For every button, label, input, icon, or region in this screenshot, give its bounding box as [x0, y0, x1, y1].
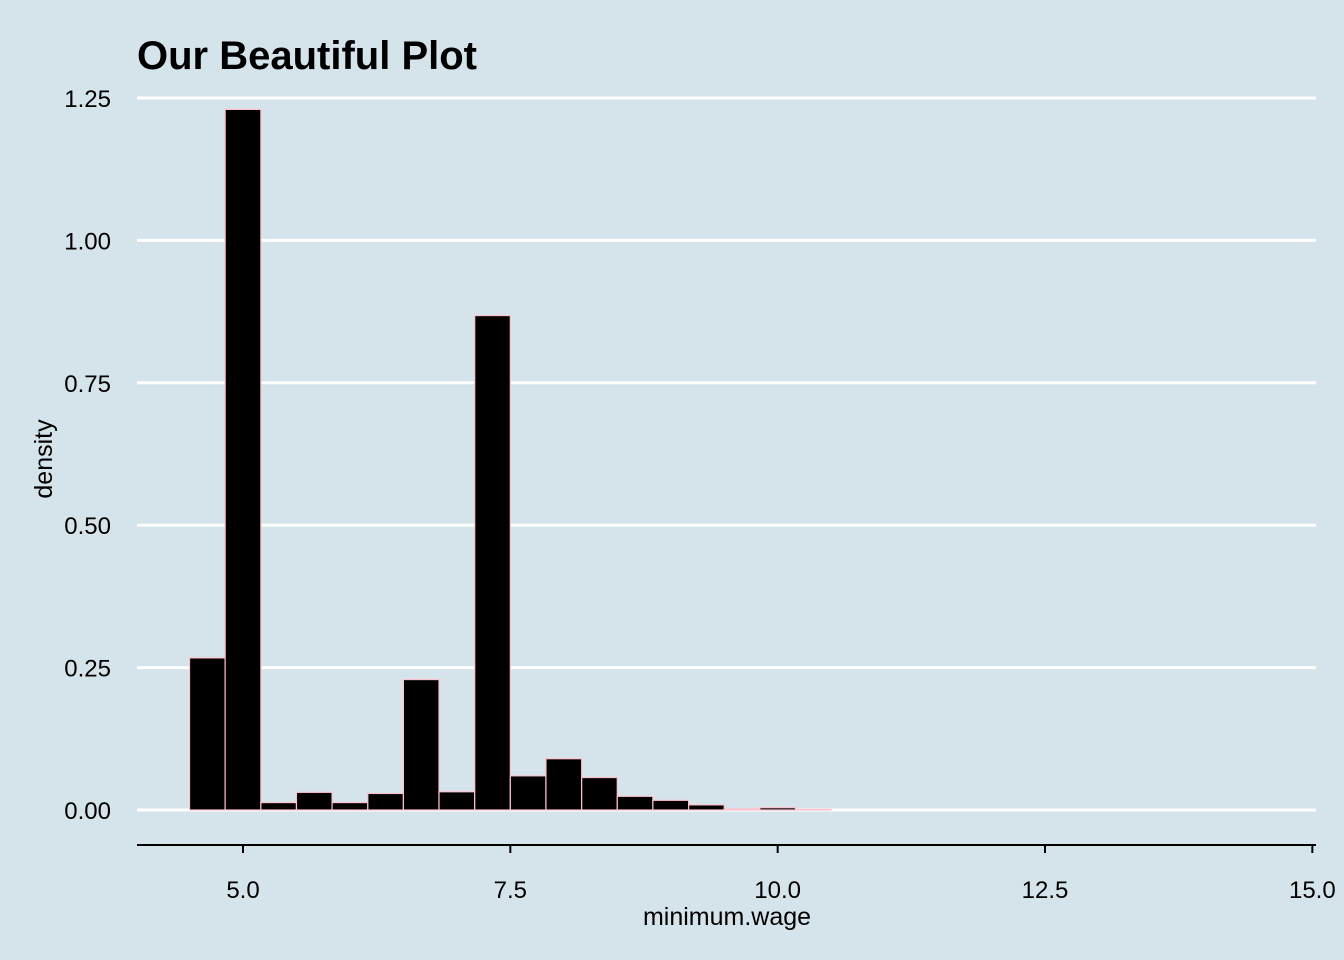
y-axis-tick-labels: 0.00 0.25 0.50 0.75 1.00 1.25	[64, 86, 111, 825]
x-tick-label: 12.5	[1022, 877, 1069, 904]
y-tick-label: 0.75	[64, 371, 111, 398]
x-tick-label: 7.5	[494, 877, 527, 904]
histogram-bar	[402, 678, 440, 811]
y-tick-label: 1.25	[64, 86, 111, 113]
histogram-bar	[616, 795, 654, 811]
x-axis-ticks: 5.0 7.5 10.0 12.5 15.0	[226, 845, 1336, 904]
histogram-bar	[331, 801, 369, 811]
histogram-bar	[652, 799, 690, 811]
histogram-bar	[474, 314, 511, 811]
histogram-bar	[794, 808, 832, 811]
y-tick-label: 1.00	[64, 228, 111, 255]
histogram-bar	[295, 791, 333, 811]
y-tick-label: 0.50	[64, 513, 111, 540]
histogram-bar	[545, 758, 583, 811]
histogram-bar	[224, 108, 262, 811]
y-tick-label: 0.00	[64, 798, 111, 825]
chart-title: Our Beautiful Plot	[137, 34, 477, 78]
histogram-bar	[188, 657, 226, 811]
x-tick-label: 10.0	[754, 877, 801, 904]
histogram-bar	[260, 801, 298, 811]
histogram-bar	[759, 807, 797, 811]
histogram-bar	[438, 791, 476, 811]
histogram-bar	[509, 775, 547, 811]
histogram-bar	[687, 804, 725, 811]
y-tick-label: 0.25	[64, 656, 111, 683]
histogram-bar	[581, 776, 618, 811]
x-tick-label: 15.0	[1289, 877, 1336, 904]
x-tick-label: 5.0	[226, 877, 259, 904]
y-axis-label: density	[30, 419, 58, 499]
x-axis-label: minimum.wage	[643, 903, 811, 931]
gridlines	[137, 96, 1316, 812]
histogram-bar	[367, 792, 404, 811]
histogram-bar	[723, 808, 761, 811]
histogram-bars	[188, 108, 832, 811]
